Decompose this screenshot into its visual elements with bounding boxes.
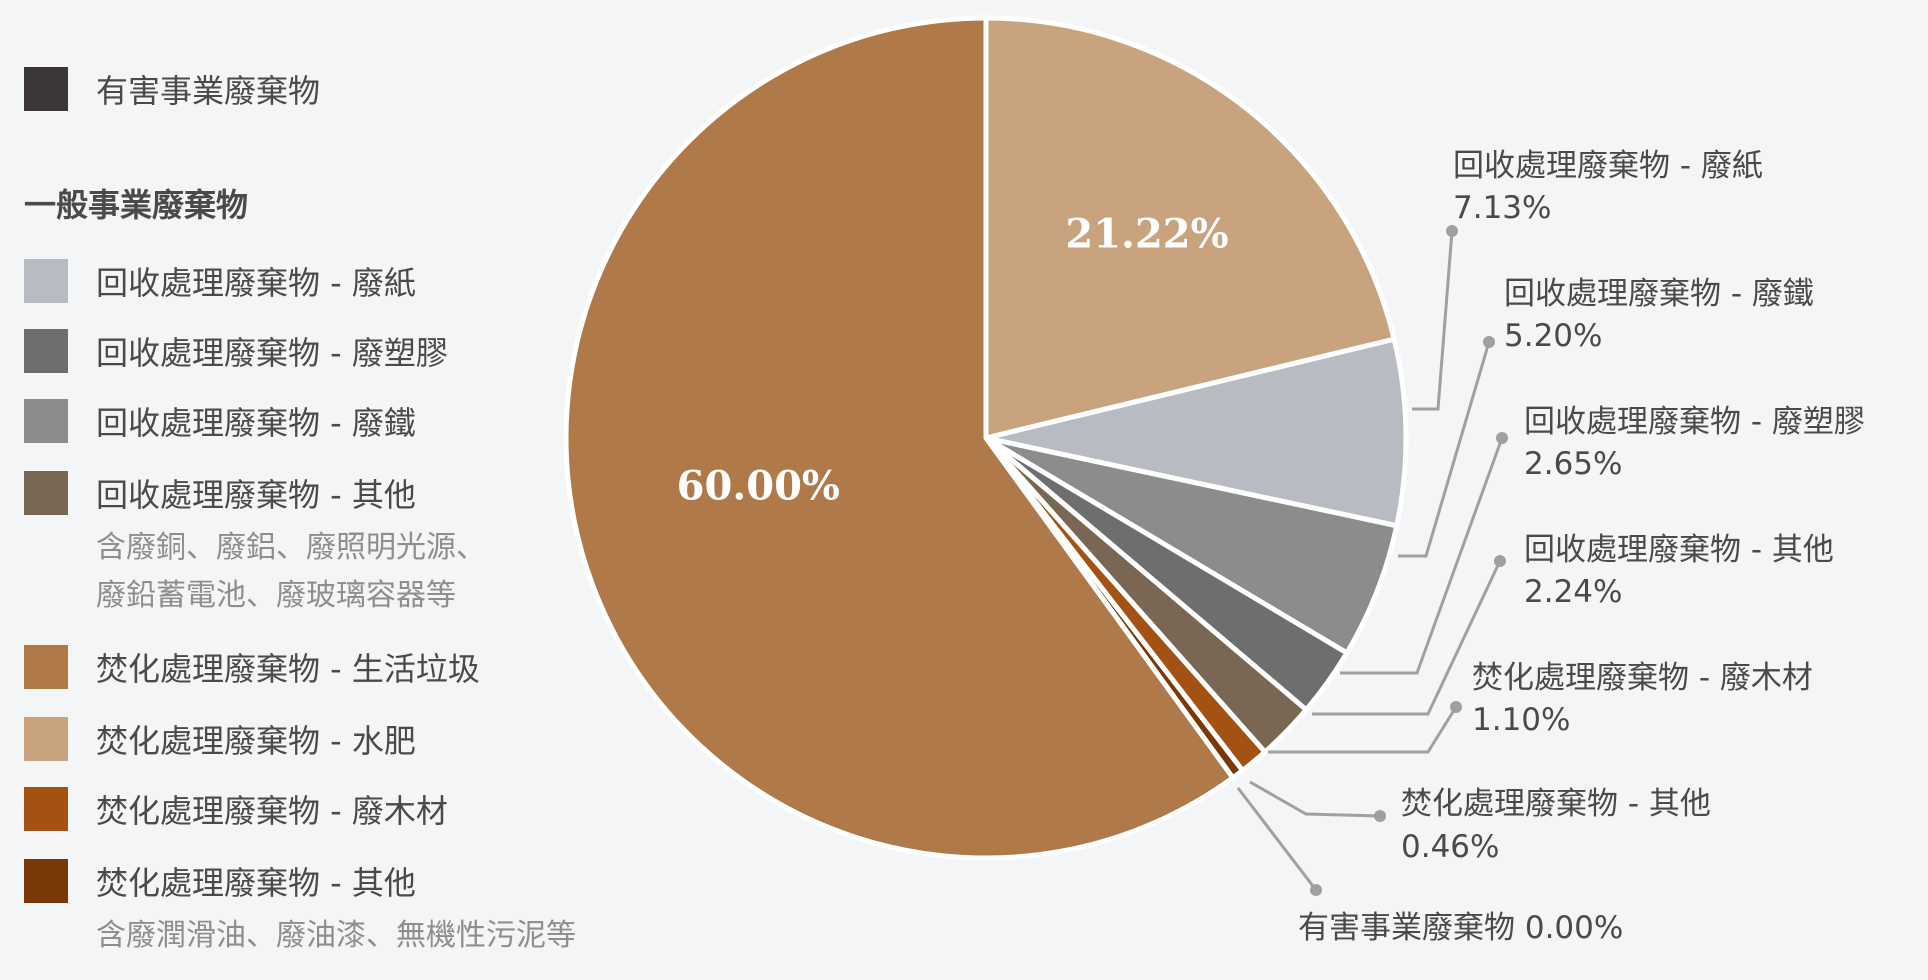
legend-note-line: 廢鉛蓄電池、廢玻璃容器等 (96, 578, 456, 613)
legend-item-plastic: 回收處理廢棄物 - 廢塑膠 (24, 328, 448, 374)
data-label: 21.22% (1065, 210, 1228, 257)
callout-value: 7.13% (1453, 190, 1551, 226)
legend-swatch (24, 329, 68, 373)
legend-label: 回收處理廢棄物 - 其他 (96, 476, 416, 514)
legend-swatch (24, 399, 68, 443)
legend-swatch (24, 471, 68, 515)
legend-label: 回收處理廢棄物 - 廢塑膠 (96, 334, 448, 372)
callout-dot (1310, 884, 1322, 896)
callout-name-value: 有害事業廢棄物 0.00% (1298, 910, 1623, 946)
legend-note-recycle-other: 含廢銅、廢鋁、廢照明光源、 廢鉛蓄電池、廢玻璃容器等 (96, 524, 616, 620)
callout-line (1340, 437, 1504, 675)
callout-line (1249, 780, 1381, 818)
callout-dot (1446, 225, 1458, 237)
legend-item-wood: 焚化處理廢棄物 - 廢木材 (24, 786, 448, 832)
callout-line (1312, 560, 1502, 716)
legend-item-incineration-other: 焚化處理廢棄物 - 其他 (24, 858, 416, 904)
legend-swatch (24, 259, 68, 303)
callout-dot (1494, 555, 1506, 567)
legend-note-line: 含廢銅、廢鋁、廢照明光源、 (96, 530, 486, 565)
legend-swatch (24, 645, 68, 689)
callout-dot (1450, 701, 1462, 713)
legend-label: 回收處理廢棄物 - 廢鐵 (96, 404, 416, 442)
callout-line (1268, 706, 1458, 754)
legend-item-nightsoil: 焚化處理廢棄物 - 水肥 (24, 716, 416, 762)
legend: 有害事業廢棄物 一般事業廢棄物 回收處理廢棄物 - 廢紙 回收處理廢棄物 - 廢… (24, 0, 584, 980)
callout-name: 回收處理廢棄物 - 廢紙 (1453, 148, 1763, 184)
callout-dot (1496, 432, 1508, 444)
legend-item-paper: 回收處理廢棄物 - 廢紙 (24, 258, 416, 304)
legend-item-hazardous: 有害事業廢棄物 (24, 66, 320, 112)
callout-value: 2.24% (1524, 574, 1622, 610)
legend-item-iron: 回收處理廢棄物 - 廢鐵 (24, 398, 416, 444)
legend-label: 回收處理廢棄物 - 廢紙 (96, 264, 416, 302)
data-label: 60.00% (677, 462, 840, 509)
callout-value: 1.10% (1472, 702, 1570, 738)
callout-name: 回收處理廢棄物 - 廢鐵 (1504, 276, 1814, 312)
legend-swatch (24, 787, 68, 831)
legend-swatch (24, 859, 68, 903)
callout-dot (1483, 336, 1495, 348)
legend-note-line: 含廢潤滑油、廢油漆、無機性污泥等 (96, 918, 576, 953)
callout-dot (1374, 810, 1386, 822)
callout-name: 焚化處理廢棄物 - 其他 (1401, 786, 1711, 822)
legend-label: 焚化處理廢棄物 - 水肥 (96, 722, 416, 760)
legend-swatch (24, 67, 68, 111)
legend-item-household: 焚化處理廢棄物 - 生活垃圾 (24, 644, 480, 690)
callout-line (1236, 787, 1318, 891)
callout-line (1398, 341, 1491, 558)
legend-label: 焚化處理廢棄物 - 生活垃圾 (96, 650, 480, 688)
callout-name: 回收處理廢棄物 - 廢塑膠 (1524, 404, 1865, 440)
legend-note-incineration-other: 含廢潤滑油、廢油漆、無機性污泥等 (96, 912, 616, 960)
legend-label: 焚化處理廢棄物 - 其他 (96, 864, 416, 902)
legend-heading-general: 一般事業廢棄物 (24, 186, 249, 224)
legend-item-recycle-other: 回收處理廢棄物 - 其他 (24, 470, 416, 516)
legend-swatch (24, 717, 68, 761)
pie-slice (983, 435, 1400, 656)
legend-label: 焚化處理廢棄物 - 廢木材 (96, 792, 448, 830)
legend-label: 有害事業廢棄物 (96, 72, 321, 110)
pie-slice (563, 15, 1236, 861)
callout-line (1412, 230, 1454, 411)
callout-value: 2.65% (1524, 446, 1622, 482)
pie-slice (983, 15, 1397, 441)
pie-slice (983, 336, 1409, 529)
callout-value: 0.46% (1401, 829, 1499, 865)
callout-name: 回收處理廢棄物 - 其他 (1524, 532, 1834, 568)
callout-value: 5.20% (1504, 318, 1602, 354)
callout-name: 焚化處理廢棄物 - 廢木材 (1472, 660, 1813, 696)
